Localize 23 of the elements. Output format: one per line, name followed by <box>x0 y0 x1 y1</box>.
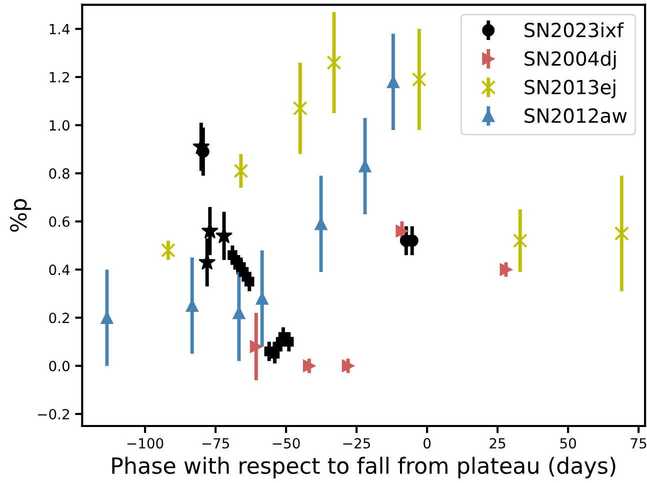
x-tick-label: 75 <box>630 438 646 449</box>
legend-label: SN2013ej <box>524 79 616 98</box>
y-tick-label: 0.8 <box>49 168 70 179</box>
y-tick-label: 1.4 <box>50 24 70 34</box>
x-tick-label: 25 <box>490 438 506 449</box>
x-tick-label: −75 <box>202 438 229 449</box>
x-tick-label: 0 <box>424 438 431 449</box>
y-tick-label: 0.0 <box>49 360 70 372</box>
y-axis-title: %p <box>10 199 32 232</box>
y-tick-label: 1.2 <box>50 72 69 82</box>
y-tick-label: 0.2 <box>49 312 69 324</box>
legend-label: SN2012aw <box>524 108 627 124</box>
x-axis-title: Phase with respect to fall from plateau (days) <box>112 456 616 478</box>
y-tick-label: 1.0 <box>50 120 70 131</box>
y-tick-label: −0.2 <box>38 408 69 420</box>
y-tick-label: 0.6 <box>49 216 70 227</box>
x-tick-label: 50 <box>560 438 576 449</box>
x-tick-label: −25 <box>343 438 370 449</box>
legend-label: SN2023ixf <box>524 22 624 38</box>
x-tick-label: −100 <box>127 438 164 449</box>
legend-label: SN2004dj <box>524 50 616 70</box>
x-tick-label: −50 <box>272 438 300 449</box>
y-tick-label: 0.4 <box>49 264 70 276</box>
